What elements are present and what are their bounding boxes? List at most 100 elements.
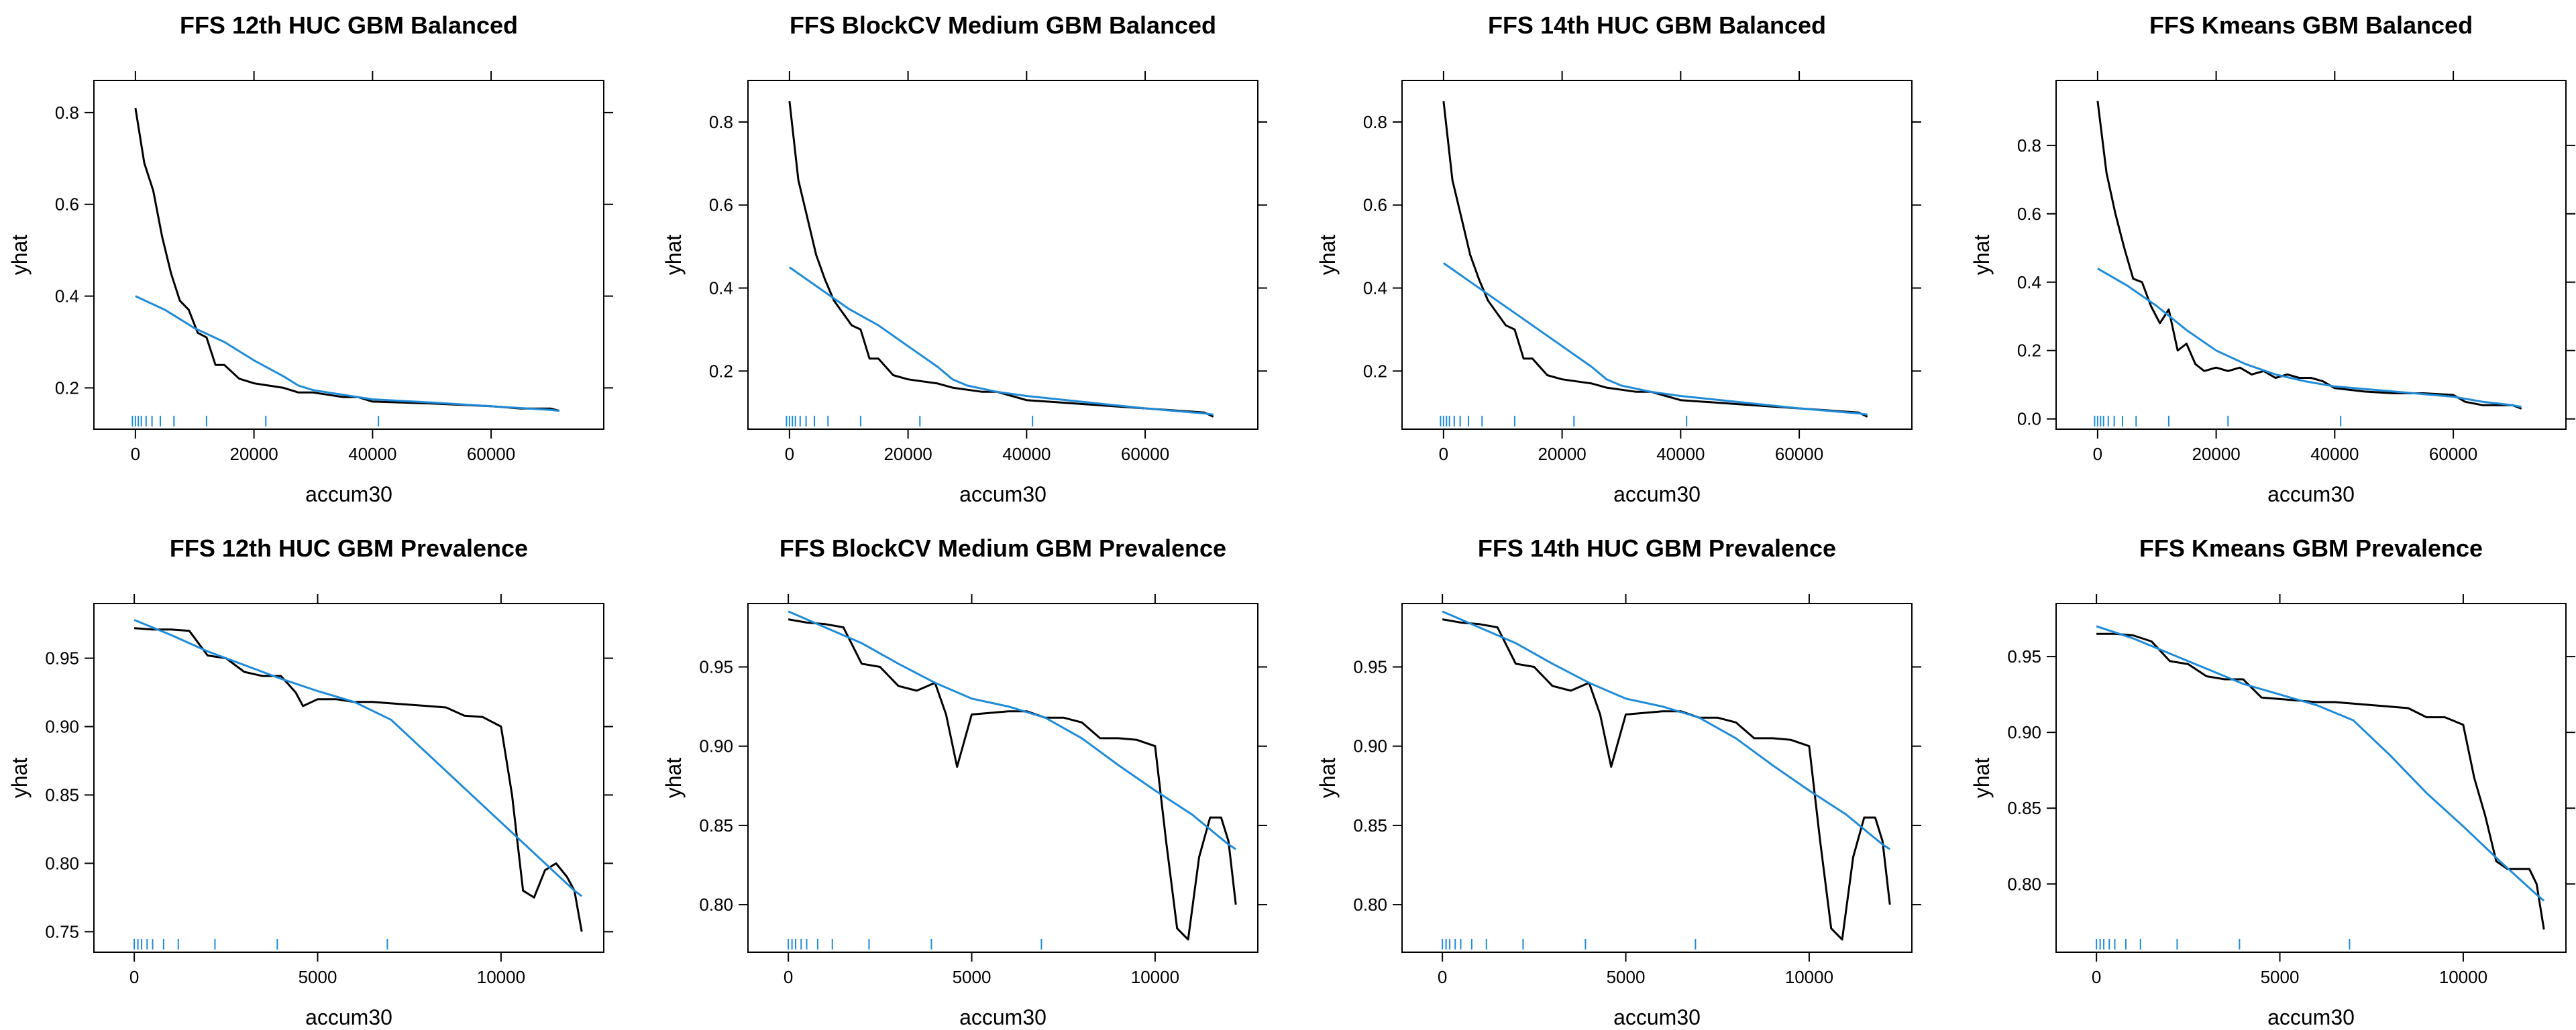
y-tick-label: 0.80 (1353, 895, 1387, 915)
y-tick-label: 0.0 (2017, 409, 2041, 429)
y-tick-label: 0.8 (1363, 112, 1387, 132)
y-axis-label: yhat (1970, 758, 1994, 799)
x-tick-label: 0 (2092, 967, 2101, 987)
x-tick-label: 0 (1439, 444, 1448, 464)
plot-frame (2055, 603, 2567, 953)
y-tick-label: 0.95 (699, 657, 733, 677)
x-tick-label: 10000 (1785, 967, 1833, 987)
plot-frame (1401, 603, 1913, 953)
panel-title: FFS Kmeans GBM Balanced (2149, 11, 2473, 39)
x-tick-label: 20000 (229, 444, 278, 464)
y-tick-label: 0.2 (2017, 341, 2041, 361)
x-axis-label: accum30 (2267, 482, 2355, 506)
y-tick-label: 0.80 (2007, 874, 2041, 894)
partial-dependence-line (2096, 632, 2545, 930)
y-tick-label: 0.90 (2007, 722, 2041, 742)
x-tick-label: 40000 (2310, 444, 2359, 464)
x-tick-label: 60000 (1775, 444, 1823, 464)
x-tick-label: 5000 (1607, 967, 1646, 987)
panel-title: FFS BlockCV Medium GBM Balanced (790, 11, 1216, 39)
y-tick-label: 0.80 (45, 853, 79, 873)
panel-title: FFS BlockCV Medium GBM Prevalence (780, 534, 1226, 562)
panel-2: FFS BlockCV Medium GBM Balanced 0 20000 400… (661, 11, 1267, 506)
plot-frame (2055, 80, 2567, 430)
partial-dependence-line (2096, 101, 2522, 410)
partial-dependence-line (133, 627, 583, 932)
panel-title: FFS 12th HUC GBM Prevalence (170, 534, 528, 562)
plot-frame (1401, 80, 1913, 430)
panel-5: FFS 12th HUC GBM Prevalence 0 5000 10000 0.7… (7, 534, 613, 1029)
x-axis-label: accum30 (959, 482, 1046, 506)
x-tick-label: 5000 (299, 967, 337, 987)
y-tick-label: 0.8 (2017, 135, 2041, 156)
plot-frame (93, 603, 604, 953)
y-tick-label: 0.95 (45, 648, 79, 669)
y-tick-label: 0.4 (2017, 272, 2041, 292)
y-tick-label: 0.8 (709, 112, 733, 132)
x-tick-label: 0 (129, 967, 139, 987)
y-tick-label: 0.90 (1353, 736, 1387, 756)
smooth-trend-line (135, 295, 559, 412)
partial-dependence-line (134, 107, 560, 412)
x-tick-label: 20000 (883, 444, 932, 464)
y-tick-label: 0.6 (709, 195, 733, 215)
smooth-trend-line (789, 266, 1214, 416)
smooth-trend-line (1443, 262, 1868, 416)
y-tick-label: 0.80 (699, 895, 733, 915)
y-tick-label: 0.85 (699, 815, 733, 836)
x-tick-label: 0 (131, 444, 140, 464)
x-tick-label: 20000 (1538, 444, 1586, 464)
x-tick-label: 40000 (348, 444, 396, 464)
panel-title: FFS 12th HUC GBM Balanced (180, 11, 518, 39)
panel-title: FFS 14th HUC GBM Prevalence (1478, 534, 1836, 562)
x-axis-label: accum30 (1613, 1005, 1701, 1029)
y-tick-label: 0.90 (45, 717, 79, 737)
x-axis-label: accum30 (305, 482, 392, 506)
y-tick-label: 0.85 (1353, 815, 1387, 836)
x-tick-label: 60000 (1121, 444, 1169, 464)
y-tick-label: 0.6 (2017, 204, 2041, 224)
y-axis-label: yhat (1970, 235, 1994, 276)
smooth-trend-line (1442, 610, 1891, 850)
x-tick-label: 5000 (2261, 967, 2300, 987)
x-tick-label: 0 (785, 444, 794, 464)
partial-dependence-line (788, 101, 1214, 418)
x-tick-label: 0 (784, 967, 793, 987)
partial-dependence-line (788, 618, 1237, 941)
y-tick-label: 0.85 (45, 785, 79, 805)
x-axis-label: accum30 (959, 1005, 1046, 1029)
y-tick-label: 0.6 (1363, 195, 1387, 215)
panel-4: FFS Kmeans GBM Balanced 0 20000 40000 60000 0… (1970, 11, 2575, 506)
panel-7: FFS 14th HUC GBM Prevalence 0 5000 10000 0.8… (1316, 534, 1921, 1029)
x-tick-label: 20000 (2192, 444, 2240, 464)
y-tick-label: 0.2 (55, 378, 79, 398)
y-tick-label: 0.90 (699, 736, 733, 756)
y-tick-label: 0.75 (45, 921, 79, 941)
x-tick-label: 10000 (1131, 967, 1179, 987)
y-tick-label: 0.85 (2007, 798, 2041, 818)
panel-title: FFS 14th HUC GBM Balanced (1488, 11, 1826, 39)
x-axis-label: accum30 (2267, 1005, 2355, 1029)
panel-6: FFS BlockCV Medium GBM Prevalence 0 5000 10… (661, 534, 1267, 1029)
y-tick-label: 0.95 (1353, 657, 1387, 677)
y-tick-label: 0.8 (55, 103, 79, 123)
panel-8: FFS Kmeans GBM Prevalence 0 5000 10000 0.80 0… (1970, 534, 2575, 1029)
partial-dependence-line (1442, 618, 1891, 941)
y-tick-label: 0.2 (1363, 361, 1387, 381)
x-tick-label: 0 (1438, 967, 1447, 987)
x-axis-label: accum30 (1613, 482, 1701, 506)
y-tick-label: 0.2 (709, 361, 733, 381)
x-tick-label: 60000 (2429, 444, 2477, 464)
y-tick-label: 0.4 (709, 278, 733, 298)
y-tick-label: 0.95 (2007, 646, 2041, 667)
x-axis-label: accum30 (305, 1005, 392, 1029)
y-axis-label: yhat (661, 758, 686, 799)
y-axis-label: yhat (1316, 235, 1340, 276)
partial-dependence-line (1442, 101, 1868, 418)
x-tick-label: 0 (2093, 444, 2102, 464)
smooth-trend-line (788, 610, 1237, 850)
plot-frame (747, 80, 1258, 430)
y-tick-label: 0.6 (55, 194, 79, 215)
x-tick-label: 60000 (467, 444, 515, 464)
